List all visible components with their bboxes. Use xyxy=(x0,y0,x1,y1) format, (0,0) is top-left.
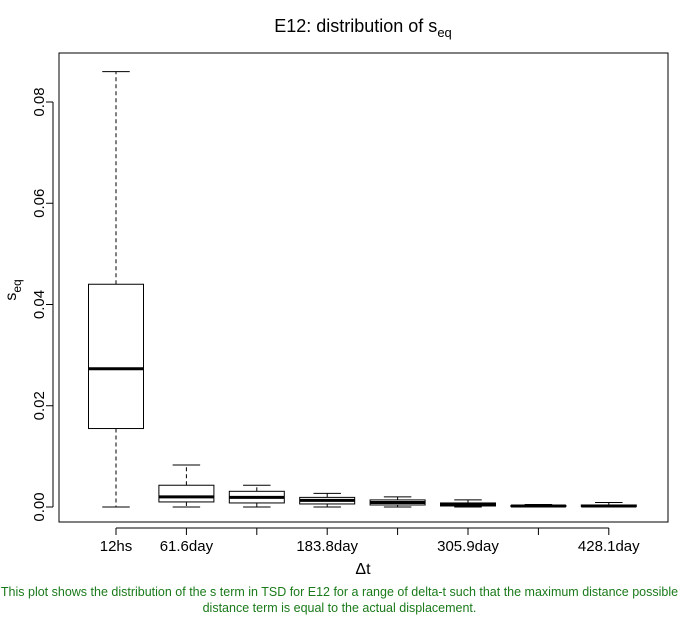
y-axis-label-sub: eq xyxy=(10,279,24,292)
chart-title: E12: distribution of seq xyxy=(274,16,452,40)
box-4 xyxy=(369,496,426,508)
box-7 xyxy=(580,501,637,508)
x-tick-label-5: 305.9day xyxy=(437,538,499,555)
box-1 xyxy=(158,464,215,508)
y-axis-label-main: s xyxy=(3,293,20,301)
y-axis-label: seq xyxy=(3,279,24,300)
x-tick-label-1: 61.6day xyxy=(160,538,214,555)
x-axis-label: Δt xyxy=(355,561,371,578)
plot-frame xyxy=(58,52,669,523)
box-3 xyxy=(299,492,356,508)
x-tick-label-7: 428.1day xyxy=(578,538,640,555)
y-tick-label-3: 0.06 xyxy=(31,189,48,218)
chart-title-main: E12: distribution of s xyxy=(274,16,437,36)
box-2 xyxy=(228,484,285,508)
box-rect-0 xyxy=(88,283,144,430)
y-tick-label-1: 0.02 xyxy=(31,391,48,420)
boxplot-chart: E12: distribution of seq 0.000.020.040.0… xyxy=(3,16,669,578)
y-axis: 0.00 0.02 0.04 0.06 0.08 xyxy=(31,87,54,522)
chart-title-sub: eq xyxy=(437,25,451,40)
box-6 xyxy=(510,503,567,508)
boxes-group xyxy=(88,71,637,508)
x-tick-label-0: 12hs xyxy=(100,538,133,555)
x-axis: 12hs 61.6day 183.8day 305.9day 428.1day xyxy=(100,527,640,555)
x-tick-label-3: 183.8day xyxy=(296,538,358,555)
caption-text: This plot shows the distribution of the … xyxy=(0,585,679,615)
box-0 xyxy=(88,71,144,508)
y-tick-label-4: 0.08 xyxy=(31,87,48,116)
y-tick-label-2: 0.04 xyxy=(31,290,48,319)
box-5 xyxy=(440,499,496,508)
box-rect-1 xyxy=(158,484,215,503)
y-tick-label-0: 0.00 xyxy=(31,492,48,521)
